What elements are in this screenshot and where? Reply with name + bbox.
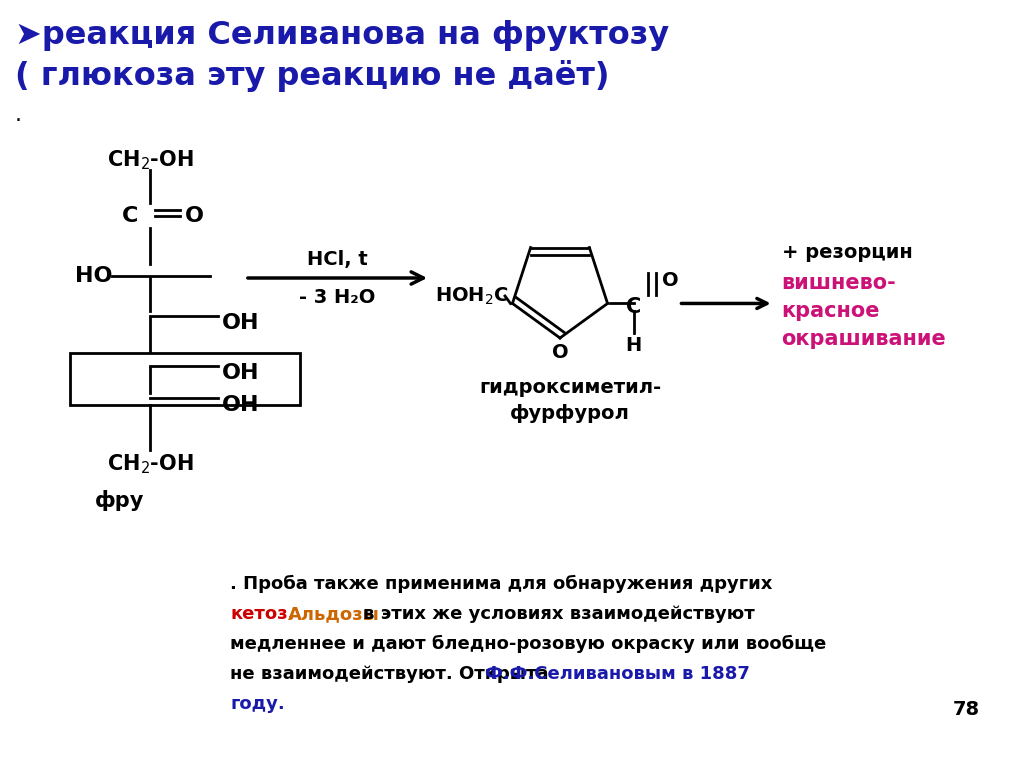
Text: O: O: [552, 343, 568, 362]
Text: Альдозы: Альдозы: [288, 605, 380, 623]
Text: HCl, t: HCl, t: [307, 250, 368, 269]
Text: ➤реакция Селиванова на фруктозу: ➤реакция Селиванова на фруктозу: [15, 20, 669, 51]
Text: ( глюкоза эту реакцию не даёт): ( глюкоза эту реакцию не даёт): [15, 60, 609, 92]
Text: H: H: [626, 336, 642, 356]
Text: - 3 H₂O: - 3 H₂O: [299, 288, 376, 307]
Text: OH: OH: [222, 395, 259, 415]
Text: не взаимодействуют. Открыта: не взаимодействуют. Открыта: [230, 665, 549, 683]
Text: году.: году.: [230, 695, 285, 713]
Text: фурфурол: фурфурол: [510, 404, 630, 423]
Text: HO: HO: [75, 266, 113, 286]
Text: CH$_2$-OH: CH$_2$-OH: [106, 452, 194, 475]
Text: OH: OH: [222, 313, 259, 333]
Text: O: O: [185, 206, 204, 226]
Text: HOH$_2$C: HOH$_2$C: [435, 286, 509, 307]
FancyArrowPatch shape: [248, 272, 423, 284]
Text: гидроксиметил-: гидроксиметил-: [479, 378, 662, 397]
Text: OH: OH: [222, 363, 259, 383]
Text: окрашивание: окрашивание: [781, 329, 946, 349]
Text: .: .: [15, 105, 22, 125]
Text: . Проба также применима для обнаружения других: . Проба также применима для обнаружения …: [230, 575, 772, 593]
Bar: [70, 353, 300, 405]
Text: в этих же условиях взаимодействуют: в этих же условиях взаимодействуют: [362, 605, 755, 623]
Text: CH$_2$-OH: CH$_2$-OH: [106, 148, 194, 171]
Text: C: C: [626, 297, 641, 317]
Text: 78: 78: [953, 700, 980, 719]
Text: + резорцин: + резорцин: [781, 243, 912, 262]
Text: вишнево-: вишнево-: [781, 273, 896, 293]
Text: фру: фру: [95, 490, 144, 511]
Text: O: O: [662, 271, 678, 290]
Text: медленнее и дают бледно-розовую окраску или вообще: медленнее и дают бледно-розовую окраску …: [230, 635, 826, 653]
Text: кетоз.: кетоз.: [230, 605, 295, 623]
Text: C: C: [122, 206, 138, 226]
Text: Ф.Ф.Селивановым в 1887: Ф.Ф.Селивановым в 1887: [485, 665, 750, 683]
Text: красное: красное: [781, 301, 880, 321]
